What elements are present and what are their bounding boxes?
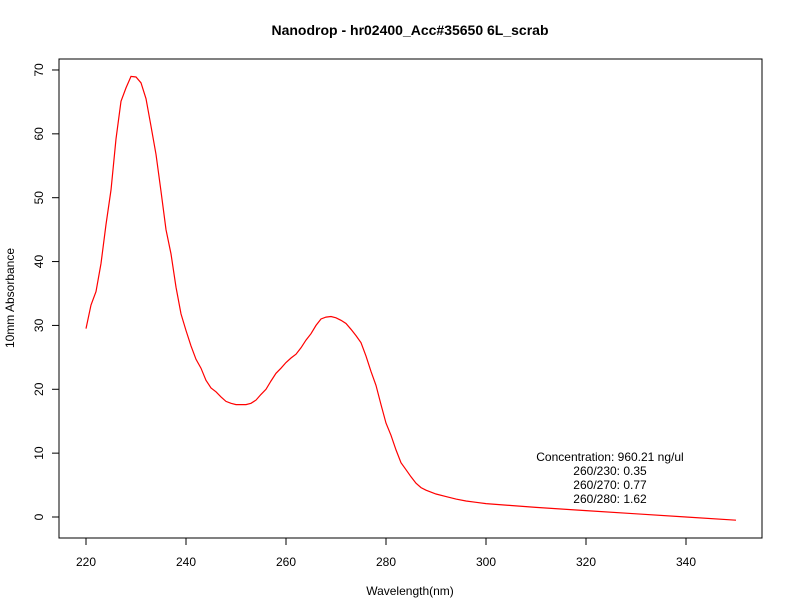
x-tick-label: 220: [76, 555, 96, 569]
x-tick-label: 240: [176, 555, 196, 569]
annotation-concentration: Concentration: 960.21 ng/ul: [536, 450, 683, 464]
annotation-260-270: 260/270: 0.77: [573, 478, 647, 492]
x-tick-label: 320: [576, 555, 596, 569]
x-tick-label: 340: [676, 555, 696, 569]
y-axis: 0 10 20 30 40 50 60 70: [32, 63, 60, 520]
y-tick-label: 20: [32, 382, 46, 396]
x-tick-label: 260: [276, 555, 296, 569]
y-tick-label: 50: [32, 191, 46, 205]
y-axis-label: 10mm Absorbance: [3, 248, 17, 348]
y-tick-label: 10: [32, 446, 46, 460]
y-tick-label: 40: [32, 255, 46, 269]
y-tick-label: 70: [32, 63, 46, 77]
x-tick-label: 280: [376, 555, 396, 569]
chart-title: Nanodrop - hr02400_Acc#35650 6L_scrab: [271, 22, 548, 38]
series-line: [85, 75, 737, 521]
y-tick-label: 30: [32, 318, 46, 332]
x-axis: 220 240 260 280 300 320 340: [76, 537, 696, 569]
y-tick-label: 0: [32, 513, 46, 520]
annotation-block: Concentration: 960.21 ng/ul 260/230: 0.3…: [536, 450, 683, 506]
x-axis-label: Wavelength(nm): [366, 584, 454, 598]
y-tick-label: 60: [32, 127, 46, 141]
annotation-260-280: 260/280: 1.62: [573, 492, 647, 506]
x-tick-label: 300: [476, 555, 496, 569]
annotation-260-230: 260/230: 0.35: [573, 464, 647, 478]
plot-frame: [58, 58, 763, 539]
